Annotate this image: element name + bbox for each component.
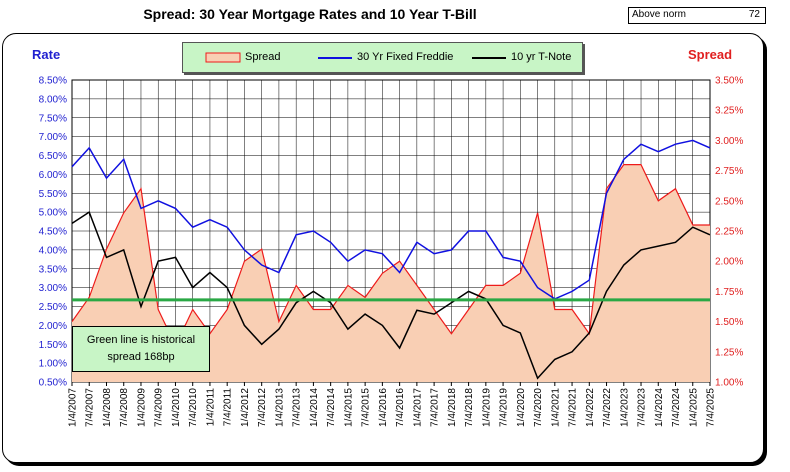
y-left-tick-label: 6.50%: [39, 151, 67, 162]
x-tick-label: 7/4/2009: [154, 388, 165, 427]
legend-mortgage-swatch: [318, 57, 352, 59]
x-tick-label: 7/4/2015: [361, 388, 372, 427]
x-tick-label: 7/4/2010: [188, 388, 199, 427]
legend-tnote-label: 10 yr T-Note: [511, 51, 572, 63]
legend-spread-swatch: [205, 52, 241, 63]
y-left-title: Rate: [32, 47, 61, 62]
x-tick-label: 1/4/2015: [343, 388, 354, 427]
x-tick-label: 7/4/2025: [706, 388, 717, 427]
x-tick-label: 1/4/2019: [481, 388, 492, 427]
y-right-tick-label: 1.00%: [715, 378, 743, 389]
x-tick-label: 7/4/2022: [602, 388, 613, 427]
x-tick-label: 1/4/2020: [516, 388, 527, 427]
y-left-tick-label: 3.00%: [39, 283, 67, 294]
y-left-tick-label: 7.50%: [39, 113, 67, 124]
x-tick-label: 1/4/2024: [654, 388, 665, 427]
y-left-tick-label: 8.00%: [39, 94, 67, 105]
chart-title: Spread: 30 Year Mortgage Rates and 10 Ye…: [143, 6, 477, 22]
x-tick-label: 1/4/2013: [274, 388, 285, 427]
mortgage-rate-line: [71, 139, 711, 300]
x-tick-label: 1/4/2008: [102, 388, 113, 427]
y-left-tick-label: 1.00%: [39, 359, 67, 370]
y-right-tick-label: 3.00%: [715, 136, 743, 147]
x-tick-label: 1/4/2011: [205, 388, 216, 427]
x-tick-label: 1/4/2009: [136, 388, 147, 427]
x-tick-label: 7/4/2023: [637, 388, 648, 427]
above-norm-label: Above norm: [632, 9, 686, 20]
y-left-tick-label: 5.00%: [39, 208, 67, 219]
x-tick-label: 7/4/2016: [395, 388, 406, 427]
y-right-tick-label: 3.50%: [715, 76, 743, 87]
y-left-tick-label: 5.50%: [39, 189, 67, 200]
y-left-tick-label: 2.50%: [39, 302, 67, 313]
x-tick-label: 7/4/2011: [223, 388, 234, 427]
x-tick-label: 7/4/2018: [464, 388, 475, 427]
tnote-rate-line: [71, 210, 711, 380]
y-left-tick-label: 4.50%: [39, 227, 67, 238]
y-right-tick-label: 2.00%: [715, 257, 743, 268]
y-left-tick-label: 7.00%: [39, 132, 67, 143]
y-right-tick-label: 1.25%: [715, 347, 743, 358]
y-left-tick-label: 0.50%: [39, 378, 67, 389]
x-tick-label: 1/4/2025: [688, 388, 699, 427]
y-left-tick-label: 2.00%: [39, 321, 67, 332]
y-right-tick-label: 3.25%: [715, 106, 743, 117]
chart-legend: Spread 30 Yr Fixed Freddie 10 yr T-Note: [182, 42, 583, 73]
legend-tnote-swatch: [472, 57, 506, 59]
x-tick-label: 7/4/2014: [326, 388, 337, 427]
x-tick-label: 7/4/2024: [671, 388, 682, 427]
x-tick-label: 1/4/2021: [550, 388, 561, 427]
x-tick-label: 1/4/2012: [240, 388, 251, 427]
legend-spread-label: Spread: [245, 51, 281, 63]
x-tick-label: 1/4/2016: [378, 388, 389, 427]
annotation-box: Green line is historical spread 168bp: [72, 326, 210, 372]
y-left-tick-label: 6.00%: [39, 170, 67, 181]
y-right-tick-label: 2.50%: [715, 196, 743, 207]
x-tick-label: 1/4/2018: [447, 388, 458, 427]
x-tick-label: 7/4/2021: [568, 388, 579, 427]
x-tick-label: 1/4/2007: [68, 388, 79, 427]
x-tick-label: 7/4/2013: [292, 388, 303, 427]
y-right-title: Spread: [688, 47, 733, 62]
y-right-tick-label: 1.50%: [715, 317, 743, 328]
x-tick-label: 1/4/2017: [412, 388, 423, 427]
y-left-tick-label: 8.50%: [39, 76, 67, 87]
x-tick-label: 7/4/2017: [430, 388, 441, 427]
y-right-tick-label: 1.75%: [715, 287, 743, 298]
annotation-line-1: Green line is historical: [86, 334, 196, 346]
y-right-tick-label: 2.25%: [715, 227, 743, 238]
x-tick-label: 1/4/2023: [619, 388, 630, 427]
x-tick-label: 7/4/2007: [85, 388, 96, 427]
x-tick-label: 7/4/2012: [257, 388, 268, 427]
y-left-tick-label: 1.50%: [39, 340, 67, 351]
x-tick-label: 1/4/2014: [309, 388, 320, 427]
x-tick-label: 7/4/2019: [499, 388, 510, 427]
above-norm-box: Above norm 72: [628, 7, 766, 24]
spread-area: [72, 164, 710, 382]
x-tick-label: 1/4/2022: [585, 388, 596, 427]
annotation-line-2: spread 168bp: [107, 351, 175, 363]
x-tick-label: 7/4/2020: [533, 388, 544, 427]
legend-mortgage-label: 30 Yr Fixed Freddie: [357, 51, 454, 63]
above-norm-value: 72: [748, 9, 760, 20]
y-right-tick-label: 2.75%: [715, 166, 743, 177]
y-left-tick-label: 3.50%: [39, 264, 67, 275]
y-left-tick-label: 4.00%: [39, 245, 67, 256]
x-tick-label: 7/4/2008: [119, 388, 130, 427]
x-tick-label: 1/4/2010: [171, 388, 182, 427]
